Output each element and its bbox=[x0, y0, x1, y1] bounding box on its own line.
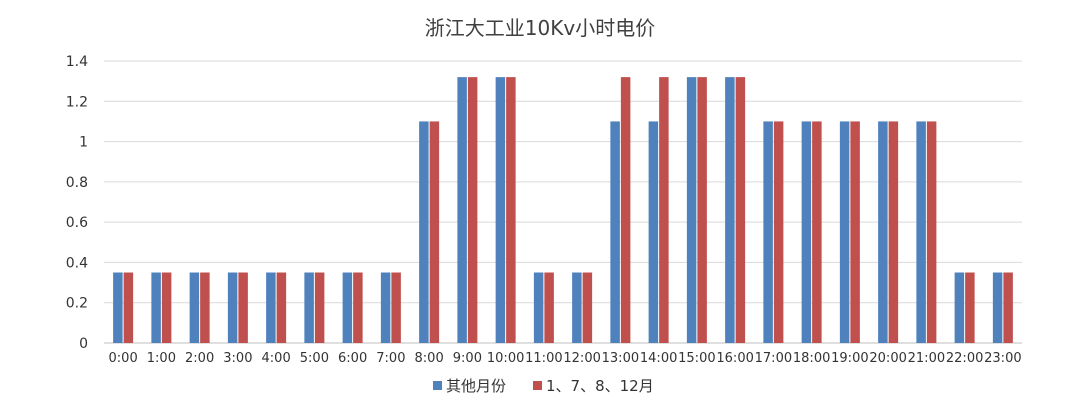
y-tick-label: 1 bbox=[79, 135, 88, 151]
bar-series-2 bbox=[506, 77, 516, 343]
bar-series-2 bbox=[659, 77, 669, 343]
bar-series-2 bbox=[353, 272, 363, 343]
bar-series-1 bbox=[266, 272, 276, 343]
bar-series-1 bbox=[457, 77, 467, 343]
bar-series-1 bbox=[686, 77, 697, 343]
x-tick-label: 12:00 bbox=[563, 351, 600, 366]
x-tick-label: 17:00 bbox=[755, 351, 792, 366]
bar-series-1 bbox=[839, 121, 850, 343]
bar-series-2 bbox=[773, 121, 784, 343]
bar-series-1 bbox=[992, 272, 1003, 343]
legend-label-series-2: 1、7、8、12月 bbox=[546, 377, 654, 395]
x-tick-label: 23:00 bbox=[984, 351, 1021, 366]
y-tick-label: 1.2 bbox=[66, 94, 88, 110]
x-tick-label: 20:00 bbox=[869, 351, 906, 366]
bar-series-2 bbox=[888, 121, 899, 343]
bar-series-1 bbox=[725, 77, 735, 343]
y-tick-label: 0 bbox=[79, 336, 88, 352]
x-tick-label: 4:00 bbox=[262, 351, 291, 366]
bar-series-1 bbox=[419, 121, 429, 343]
y-tick-label: 0.8 bbox=[66, 175, 88, 191]
x-tick-label: 18:00 bbox=[793, 351, 830, 366]
x-axis-ticks: 0:00 1:00 2:00 3:00 4:00 5:00 6:00 7:00 8:00 9:00… bbox=[109, 351, 1022, 366]
x-tick-label: 11:00 bbox=[525, 351, 562, 366]
bar-series-1 bbox=[189, 272, 200, 343]
bar-series-1 bbox=[533, 272, 544, 343]
x-tick-label: 21:00 bbox=[908, 351, 945, 366]
bar-series-1 bbox=[801, 121, 812, 343]
x-tick-label: 14:00 bbox=[640, 351, 677, 366]
bar-series-2 bbox=[314, 272, 325, 343]
bar-series-2 bbox=[429, 121, 440, 343]
y-tick-label: 0.4 bbox=[66, 255, 88, 271]
bar-series-1 bbox=[342, 272, 353, 343]
bar-series-1 bbox=[113, 272, 123, 343]
bar-series-1 bbox=[572, 272, 582, 343]
x-tick-label: 5:00 bbox=[300, 351, 329, 366]
x-tick-label: 10:00 bbox=[487, 351, 524, 366]
bar-series-1 bbox=[380, 272, 391, 343]
x-tick-label: 3:00 bbox=[223, 351, 252, 366]
bar-series-2 bbox=[238, 272, 248, 343]
bar-series-2 bbox=[620, 77, 631, 343]
x-tick-label: 8:00 bbox=[415, 351, 444, 366]
bar-series-1 bbox=[648, 121, 659, 343]
bar-series-2 bbox=[697, 77, 707, 343]
x-tick-label: 13:00 bbox=[602, 351, 639, 366]
bar-series-2 bbox=[1003, 272, 1013, 343]
x-tick-label: 1:00 bbox=[147, 351, 176, 366]
bar-series-1 bbox=[610, 121, 620, 343]
x-tick-label: 22:00 bbox=[946, 351, 983, 366]
bar-series-2 bbox=[200, 272, 210, 343]
x-tick-label: 16:00 bbox=[716, 351, 753, 366]
bar-series-1 bbox=[954, 272, 965, 343]
x-tick-label: 15:00 bbox=[678, 351, 715, 366]
bar-series-2 bbox=[467, 77, 478, 343]
x-tick-label: 9:00 bbox=[453, 351, 482, 366]
bar-series-2 bbox=[391, 272, 401, 343]
bar-series-1 bbox=[878, 121, 888, 343]
y-tick-label: 1.4 bbox=[66, 54, 88, 70]
bar-series-2 bbox=[965, 272, 975, 343]
bar-series-2 bbox=[735, 77, 746, 343]
x-tick-label: 6:00 bbox=[338, 351, 367, 366]
legend: 其他月份 1、7、8、12月 bbox=[433, 377, 654, 395]
bar-series-1 bbox=[763, 121, 773, 343]
bar-series-1 bbox=[227, 272, 238, 343]
bar-series-1 bbox=[304, 272, 314, 343]
bar-series-2 bbox=[123, 272, 134, 343]
bar-series-2 bbox=[276, 272, 287, 343]
bar-series-2 bbox=[544, 272, 554, 343]
y-axis-ticks: 0 0.2 0.4 0.6 0.8 1 1.2 1.4 bbox=[66, 54, 88, 352]
x-tick-label: 7:00 bbox=[376, 351, 405, 366]
y-tick-label: 0.6 bbox=[66, 215, 88, 231]
legend-label-series-1: 其他月份 bbox=[446, 377, 506, 395]
x-tick-label: 19:00 bbox=[831, 351, 868, 366]
x-tick-label: 2:00 bbox=[185, 351, 214, 366]
bar-series-1 bbox=[151, 272, 161, 343]
bars-layer bbox=[113, 77, 1013, 343]
bar-series-2 bbox=[812, 121, 822, 343]
legend-swatch-series-1 bbox=[433, 381, 442, 390]
grid-layer bbox=[104, 60, 1022, 344]
bar-series-2 bbox=[926, 121, 937, 343]
legend-swatch-series-2 bbox=[533, 381, 542, 390]
bar-series-1 bbox=[495, 77, 506, 343]
bar-series-1 bbox=[916, 121, 926, 343]
bar-series-2 bbox=[582, 272, 593, 343]
y-tick-label: 0.2 bbox=[66, 296, 88, 312]
bar-series-2 bbox=[850, 121, 860, 343]
bar-series-2 bbox=[161, 272, 172, 343]
x-tick-label: 0:00 bbox=[109, 351, 138, 366]
chart-title: 浙江大工业10Kv小时电价 bbox=[425, 16, 655, 40]
